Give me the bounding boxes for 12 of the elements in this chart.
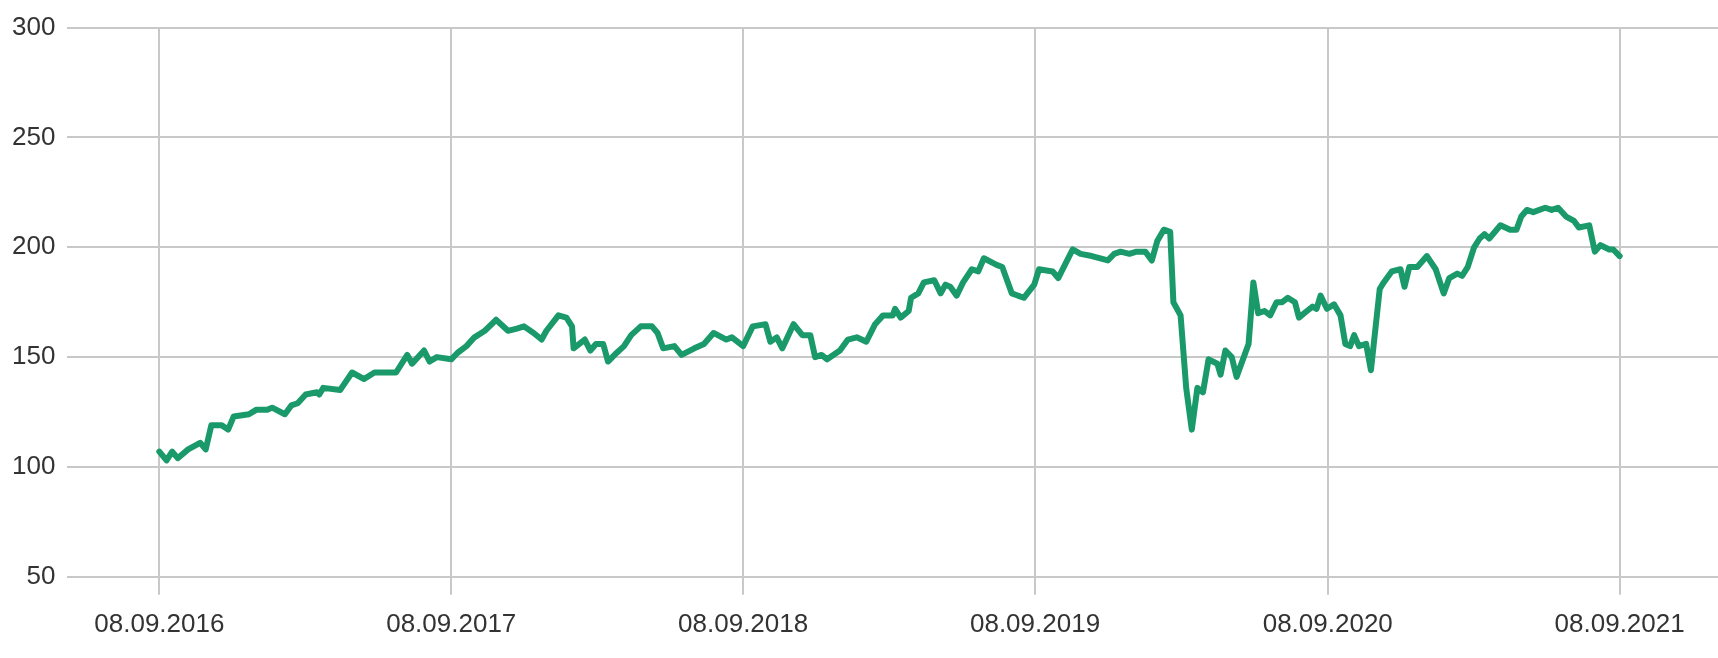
y-tick-label: 250 bbox=[11, 120, 56, 151]
x-tick-label: 08.09.2021 bbox=[1554, 607, 1685, 638]
y-tick-label: 150 bbox=[11, 340, 56, 371]
y-tick-label: 50 bbox=[26, 559, 56, 590]
x-tick-label: 08.09.2020 bbox=[1262, 607, 1393, 638]
y-tick-label: 300 bbox=[11, 10, 56, 41]
x-tick-label: 08.09.2018 bbox=[678, 607, 809, 638]
y-tick-label: 100 bbox=[11, 450, 56, 481]
x-tick-label: 08.09.2017 bbox=[386, 607, 517, 638]
x-tick-label: 08.09.2016 bbox=[94, 607, 225, 638]
x-tick-label: 08.09.2019 bbox=[969, 607, 1101, 638]
y-tick-label: 200 bbox=[11, 230, 56, 261]
